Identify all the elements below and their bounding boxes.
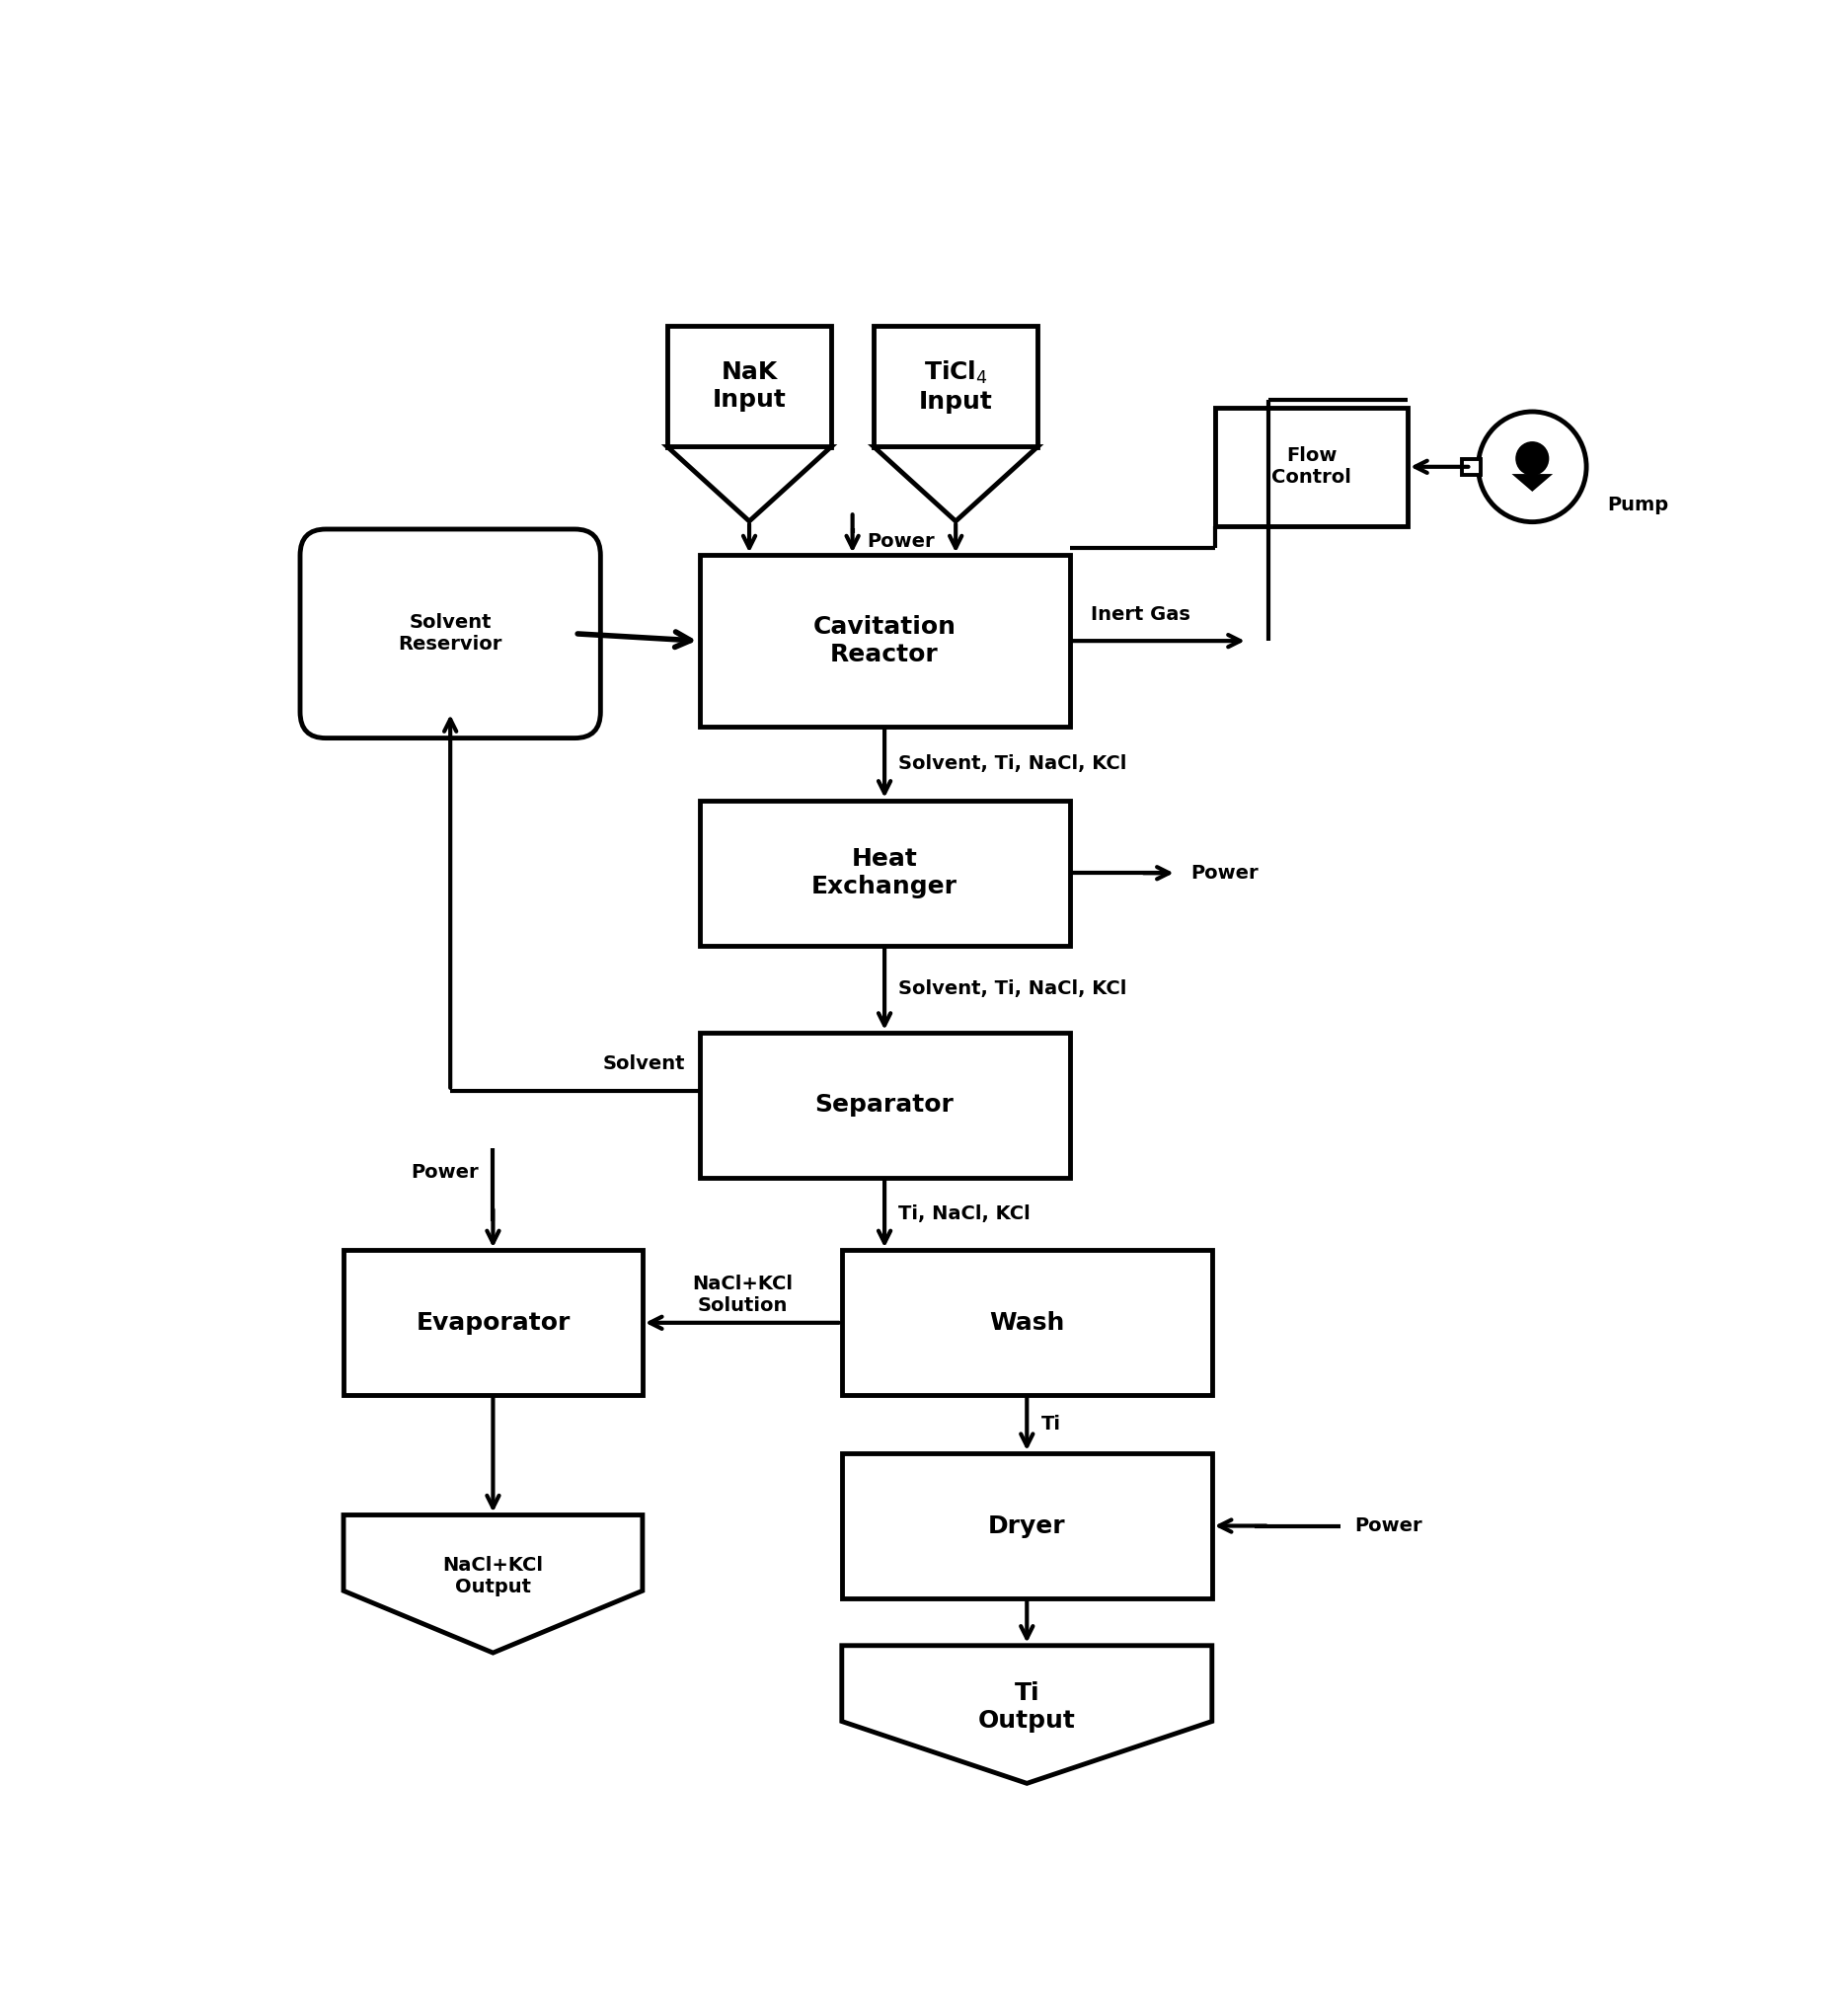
Text: Power: Power <box>867 532 935 550</box>
Circle shape <box>1479 411 1587 522</box>
Text: NaCl+KCl
Output: NaCl+KCl Output <box>443 1556 544 1597</box>
Text: Solvent, Ti, NaCl, KCl: Solvent, Ti, NaCl, KCl <box>898 754 1128 772</box>
Text: NaK
Input: NaK Input <box>713 361 786 411</box>
Text: Heat
Exchanger: Heat Exchanger <box>812 847 957 899</box>
Bar <box>841 1250 1212 1395</box>
Polygon shape <box>667 448 830 522</box>
Text: Separator: Separator <box>816 1093 953 1117</box>
Text: NaCl+KCl
Solution: NaCl+KCl Solution <box>693 1274 792 1316</box>
Text: Ti: Ti <box>1042 1415 1060 1433</box>
Text: Power: Power <box>1354 1516 1422 1536</box>
Text: Pump: Pump <box>1607 496 1670 514</box>
Bar <box>700 554 1069 726</box>
Text: Solvent, Ti, NaCl, KCl: Solvent, Ti, NaCl, KCl <box>898 980 1128 998</box>
Bar <box>1216 407 1407 526</box>
FancyBboxPatch shape <box>299 528 601 738</box>
Bar <box>700 1032 1069 1177</box>
Bar <box>874 325 1038 448</box>
Circle shape <box>1517 444 1547 474</box>
Polygon shape <box>874 448 1038 522</box>
Text: Power: Power <box>411 1163 479 1181</box>
Text: Flow
Control: Flow Control <box>1271 448 1352 488</box>
Bar <box>841 1454 1212 1599</box>
Text: Solvent: Solvent <box>603 1054 685 1073</box>
Polygon shape <box>344 1514 643 1653</box>
Bar <box>667 325 830 448</box>
Text: Ti, NaCl, KCl: Ti, NaCl, KCl <box>898 1204 1031 1224</box>
Text: TiCl$_4$
Input: TiCl$_4$ Input <box>918 359 992 413</box>
Text: Dryer: Dryer <box>988 1514 1065 1538</box>
Text: Solvent
Reservior: Solvent Reservior <box>399 613 502 653</box>
Text: Power: Power <box>1190 863 1258 883</box>
Bar <box>700 800 1069 946</box>
Text: Cavitation
Reactor: Cavitation Reactor <box>814 615 955 667</box>
Text: Evaporator: Evaporator <box>415 1310 569 1335</box>
Bar <box>344 1250 643 1395</box>
Text: Wash: Wash <box>988 1310 1065 1335</box>
Polygon shape <box>1512 474 1552 492</box>
Bar <box>1462 460 1481 474</box>
Text: Ti
Output: Ti Output <box>977 1681 1076 1734</box>
Text: Inert Gas: Inert Gas <box>1091 605 1190 623</box>
Polygon shape <box>841 1645 1212 1784</box>
